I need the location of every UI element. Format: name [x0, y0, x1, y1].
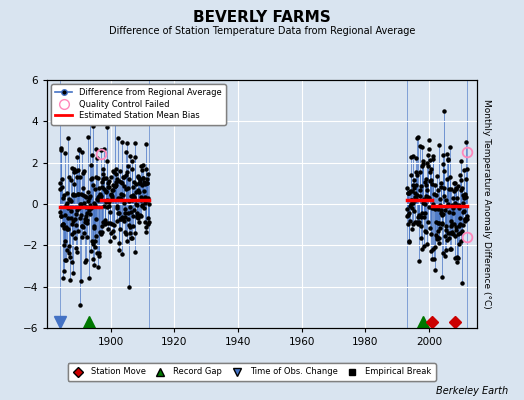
Text: Berkeley Earth: Berkeley Earth: [436, 386, 508, 396]
Text: Difference of Station Temperature Data from Regional Average: Difference of Station Temperature Data f…: [109, 26, 415, 36]
Legend: Difference from Regional Average, Quality Control Failed, Estimated Station Mean: Difference from Regional Average, Qualit…: [51, 84, 226, 124]
Text: BEVERLY FARMS: BEVERLY FARMS: [193, 10, 331, 25]
Y-axis label: Monthly Temperature Anomaly Difference (°C): Monthly Temperature Anomaly Difference (…: [483, 99, 492, 309]
Legend: Station Move, Record Gap, Time of Obs. Change, Empirical Break: Station Move, Record Gap, Time of Obs. C…: [68, 363, 435, 381]
